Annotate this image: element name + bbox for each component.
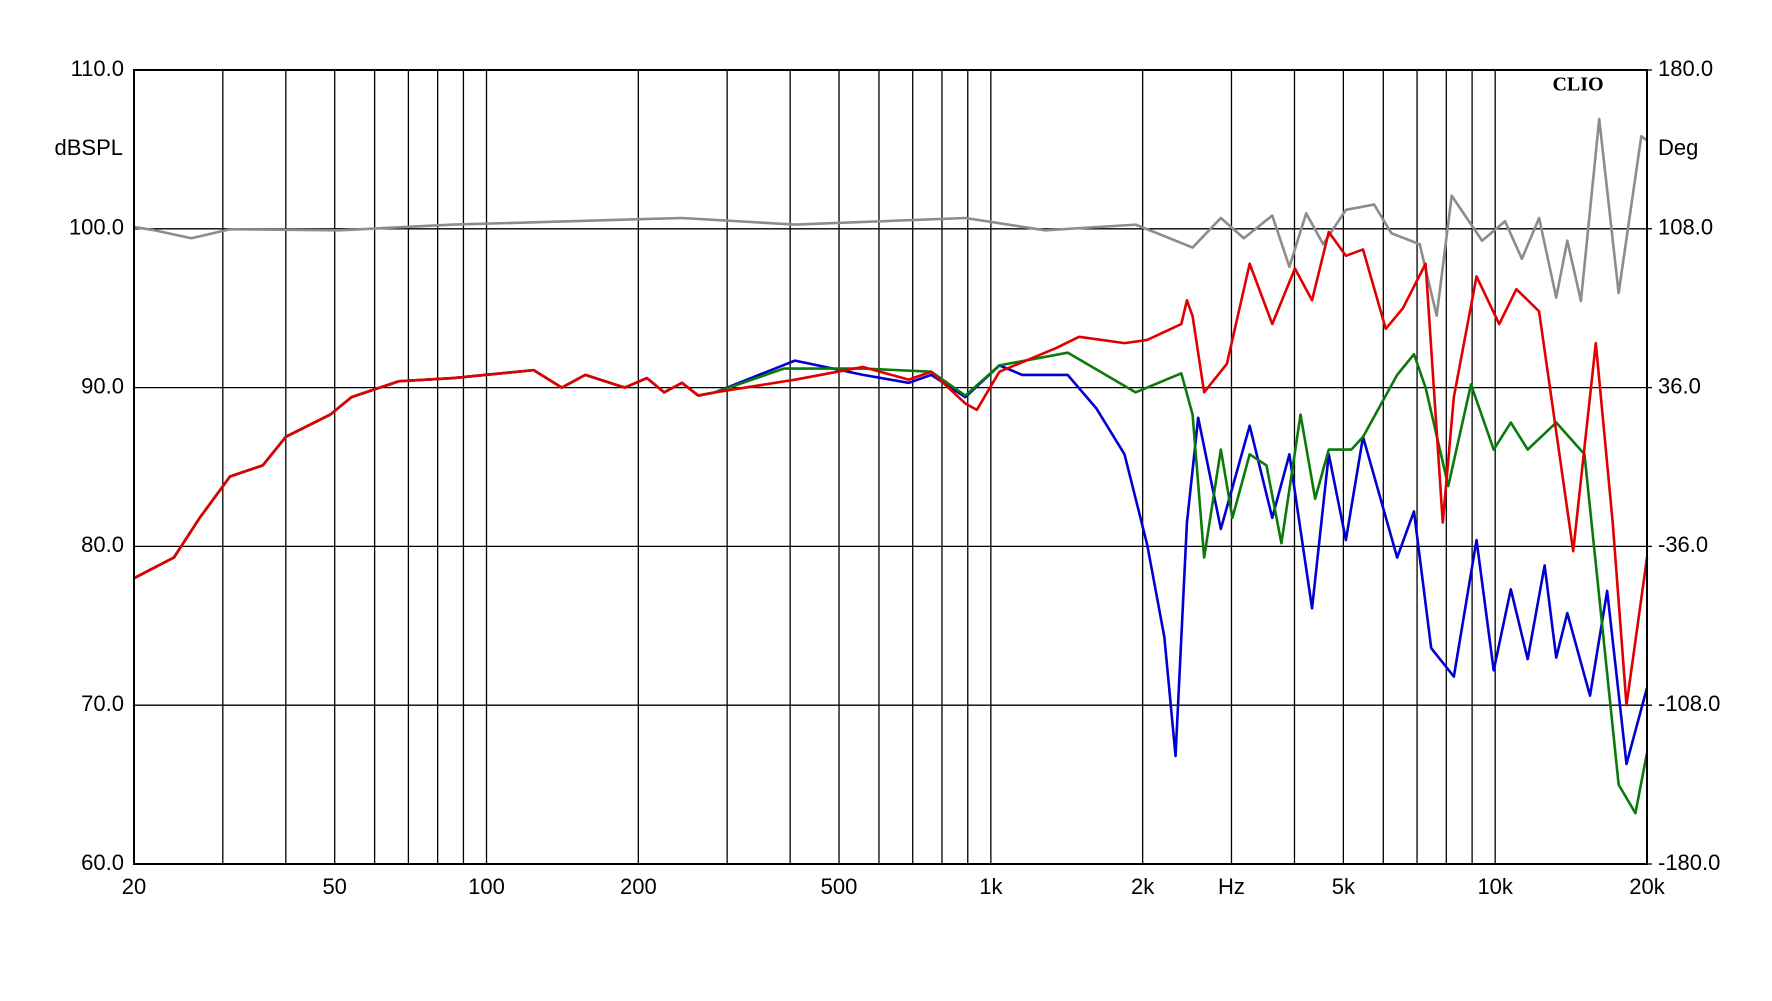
x-tick-label: 10k [1477,874,1513,899]
x-tick-label: 5k [1332,874,1356,899]
x-tick-label: Hz [1218,874,1245,899]
y-tick-label: 80.0 [81,532,124,557]
x-tick-label: 2k [1131,874,1155,899]
x-tick-label: 100 [468,874,505,899]
plot-border [133,69,1648,865]
x-tick-label: 500 [821,874,858,899]
y2-tick-label: -180.0 [1658,850,1720,875]
x-tick-label: 1k [979,874,1003,899]
x-tick-label: 200 [620,874,657,899]
y-tick-label: 100.0 [69,215,124,240]
y2-tick-label: 180.0 [1658,56,1713,81]
y2-tick-label: -108.0 [1658,691,1720,716]
x-tick-label: 50 [322,874,346,899]
brand: CLIO [1552,74,1603,96]
y-tick-label: 60.0 [81,850,124,875]
y2-tick-label: -36.0 [1658,532,1708,557]
series-line [133,230,1649,707]
y-tick-label: 110.0 [71,56,124,81]
x-tick-label: 20 [122,874,146,899]
y-axis-label: dBSPL [55,135,124,160]
y-tick-label: 70.0 [81,691,124,716]
brand-background [1548,72,1608,97]
x-tick-label: 20k [1629,874,1665,899]
y2-tick-label: 36.0 [1658,373,1701,398]
y2-axis-label: Deg [1658,135,1698,160]
y2-tick-label: 108.0 [1658,215,1713,240]
series-line [133,117,1648,317]
y-tick-label: 90.0 [81,373,124,398]
